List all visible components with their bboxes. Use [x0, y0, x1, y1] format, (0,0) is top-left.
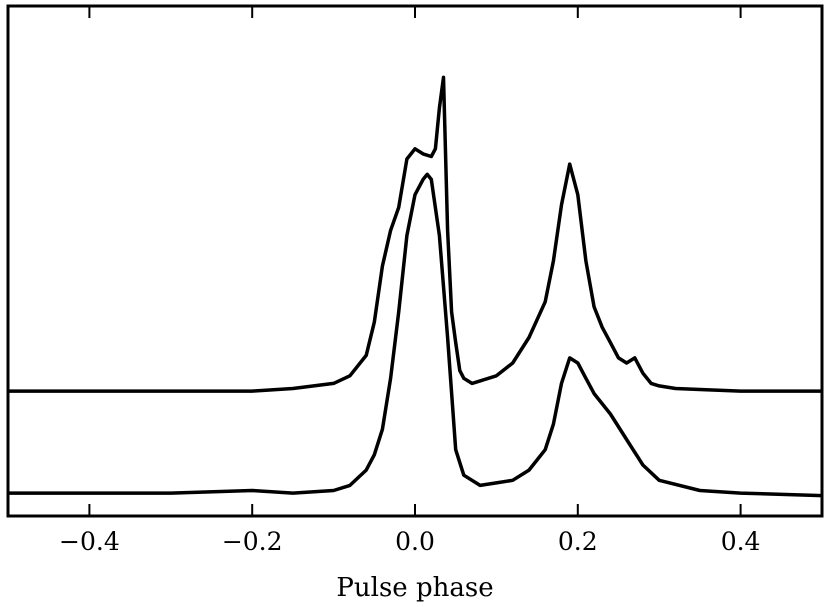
tick-layer: −0.4 −0.2 0.0 0.2 0.4 — [59, 6, 760, 556]
series-layer — [8, 75, 823, 498]
x-tick-label-4: 0.4 — [721, 527, 761, 556]
x-tick-label-3: 0.2 — [558, 527, 598, 556]
series-line-2 — [8, 172, 823, 498]
x-tick-label-0: −0.4 — [59, 527, 120, 556]
series-line-1 — [8, 75, 822, 393]
plot-area — [8, 6, 822, 516]
x-axis-label: Pulse phase — [336, 573, 493, 603]
x-tick-label-1: −0.2 — [222, 527, 283, 556]
plot-frame — [6, 4, 824, 518]
x-tick-label-2: 0.0 — [395, 527, 435, 556]
